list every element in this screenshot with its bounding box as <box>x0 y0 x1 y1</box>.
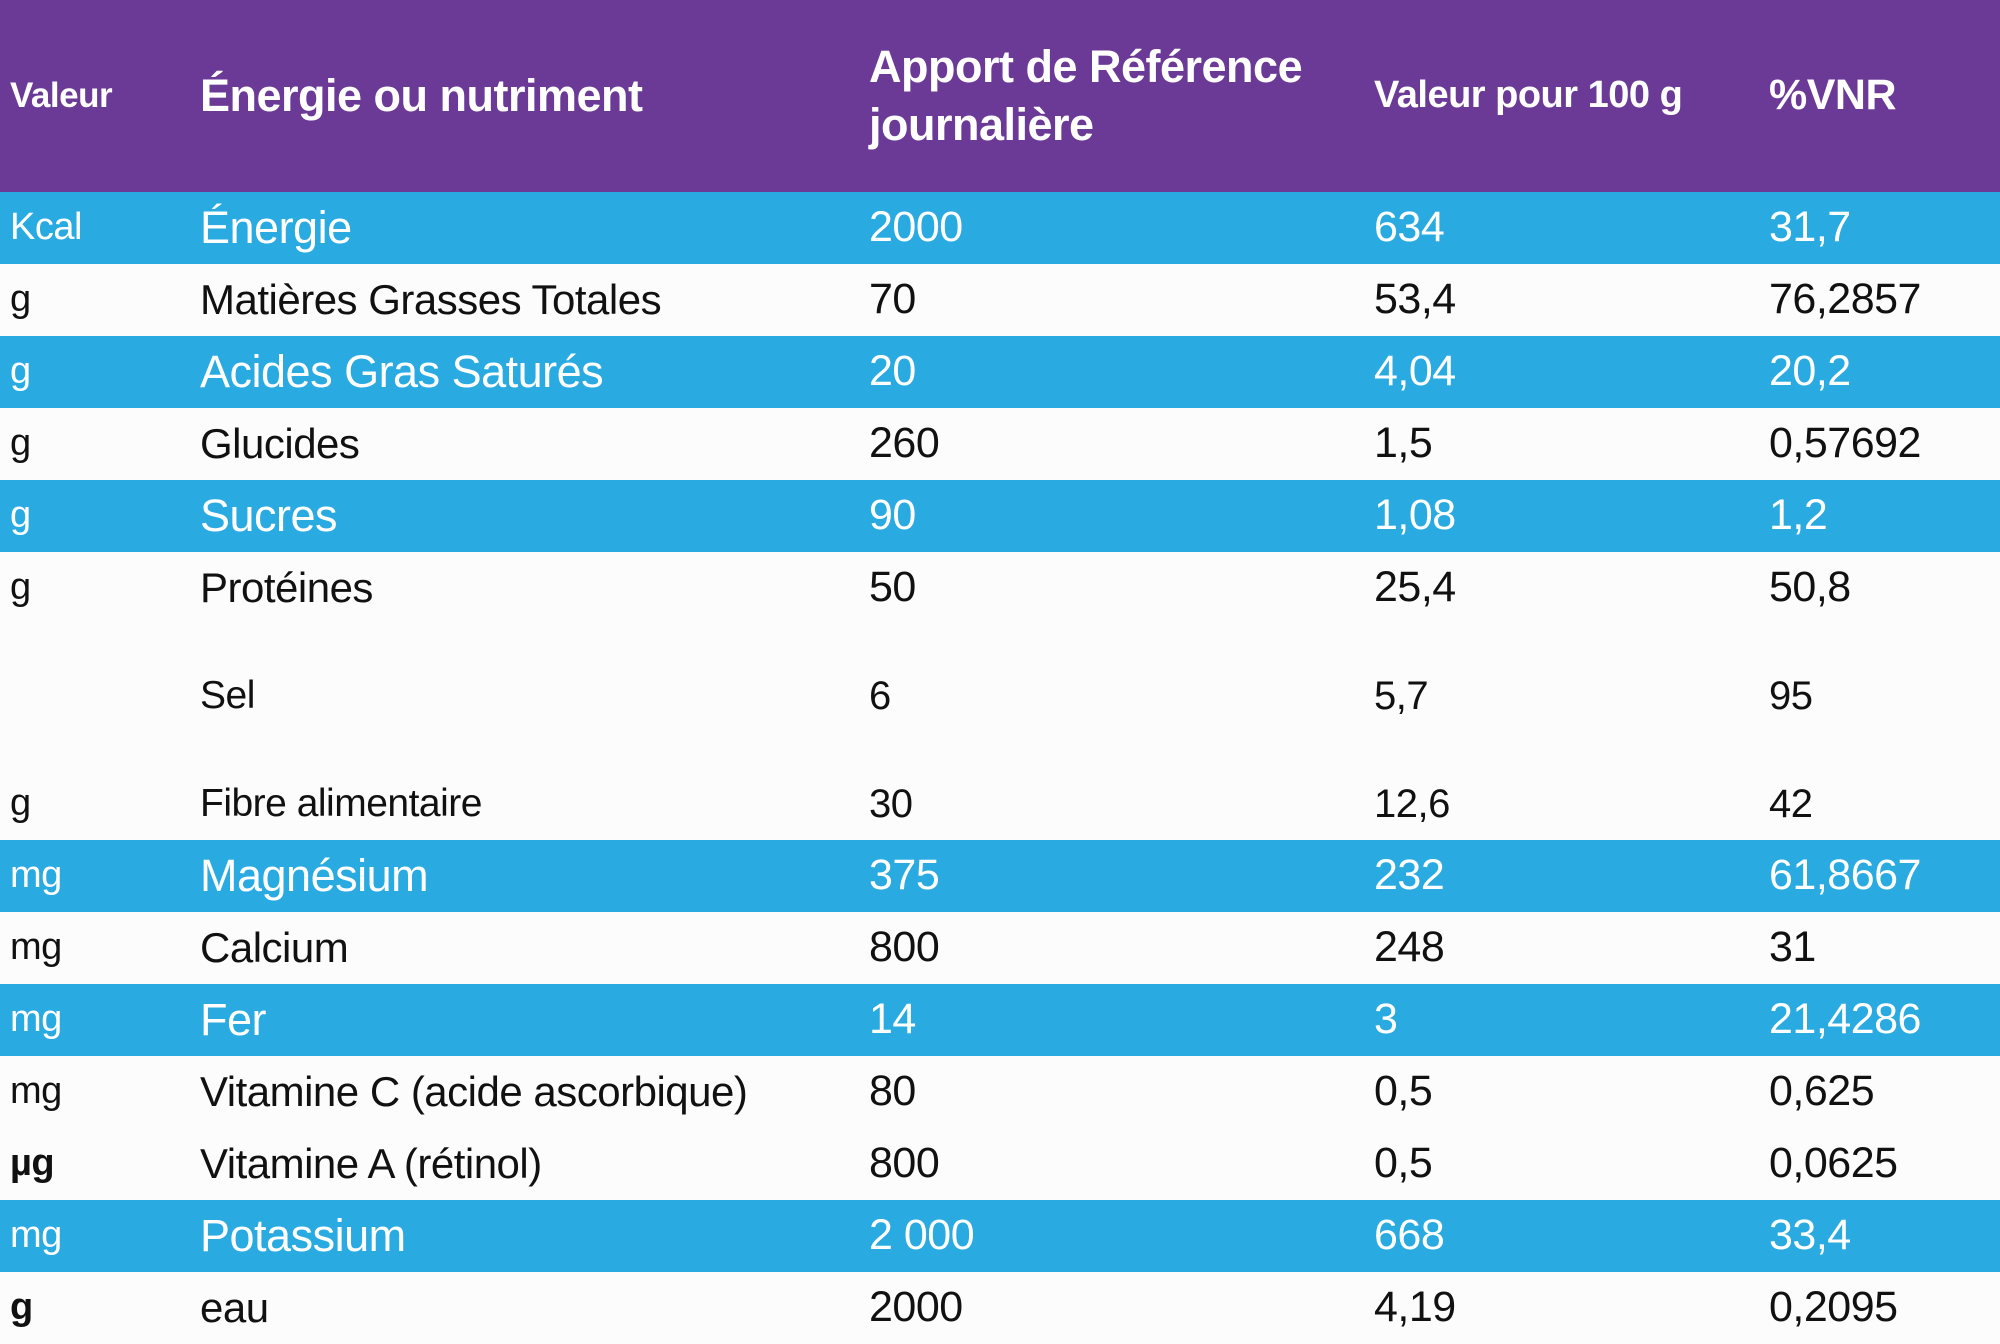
table-row: mg Calcium 800 248 31 <box>0 912 2000 984</box>
per100-cell: 25,4 <box>1374 563 1456 612</box>
per100-cell: 634 <box>1374 203 1445 252</box>
unit-cell: mg <box>10 1070 62 1113</box>
table-row: mg Magnésium 375 232 61,8667 <box>0 840 2000 912</box>
table-row: g Acides Gras Saturés 20 4,04 20,2 <box>0 336 2000 408</box>
reference-cell: 50 <box>869 563 916 612</box>
vnr-cell: 50,8 <box>1769 563 1851 612</box>
vnr-cell: 31,7 <box>1769 203 1851 252</box>
reference-cell: 90 <box>869 491 916 540</box>
table-row: Kcal Énergie 2000 634 31,7 <box>0 192 2000 264</box>
nutrient-cell: Magnésium <box>200 850 429 902</box>
per100-cell: 53,4 <box>1374 275 1456 324</box>
vnr-cell: 0,57692 <box>1769 419 1921 468</box>
unit-cell: g <box>10 782 31 825</box>
table-row: Sel 6 5,7 95 <box>0 624 2000 768</box>
per100-cell: 5,7 <box>1374 674 1429 718</box>
per100-cell: 1,5 <box>1374 419 1433 468</box>
vnr-cell: 1,2 <box>1769 491 1828 540</box>
vnr-cell: 20,2 <box>1769 347 1851 396</box>
vnr-cell: 95 <box>1769 674 1813 718</box>
per100-cell: 12,6 <box>1374 782 1450 826</box>
nutrient-cell: eau <box>200 1283 269 1331</box>
unit-cell: µg <box>10 1142 55 1185</box>
unit-cell: Kcal <box>10 206 82 249</box>
reference-cell: 6 <box>869 674 891 718</box>
reference-cell: 14 <box>869 995 916 1044</box>
vnr-cell: 42 <box>1769 782 1813 826</box>
reference-cell: 20 <box>869 347 916 396</box>
per100-cell: 4,04 <box>1374 347 1456 396</box>
per100-cell: 0,5 <box>1374 1067 1433 1116</box>
unit-cell: mg <box>10 854 62 897</box>
table-row: mg Potassium 2 000 668 33,4 <box>0 1200 2000 1272</box>
table-row: g Glucides 260 1,5 0,57692 <box>0 408 2000 480</box>
header-unit-column: Valeur <box>10 75 113 115</box>
table-row: mg Vitamine C (acide ascorbique) 80 0,5 0,62… <box>0 1056 2000 1128</box>
nutrient-cell: Vitamine C (acide ascorbique) <box>200 1067 748 1115</box>
vnr-cell: 61,8667 <box>1769 851 1921 900</box>
nutrient-cell: Glucides <box>200 419 360 467</box>
table-header-row: Valeur Énergie ou nutriment Apport de Ré… <box>0 0 2000 192</box>
reference-cell: 70 <box>869 275 916 324</box>
table-row: g eau 2000 4,19 0,2095 <box>0 1272 2000 1344</box>
nutrient-cell: Matières Grasses Totales <box>200 275 662 323</box>
unit-cell: g <box>10 422 31 465</box>
table-body: Kcal Énergie 2000 634 31,7 g Matières Grasses … <box>0 192 2000 1344</box>
nutrient-cell: Protéines <box>200 563 373 611</box>
vnr-cell: 21,4286 <box>1769 995 1921 1044</box>
per100-cell: 248 <box>1374 923 1445 972</box>
vnr-cell: 31 <box>1769 923 1816 972</box>
header-nutrient-column: Énergie ou nutriment <box>200 70 643 122</box>
per100-cell: 4,19 <box>1374 1283 1456 1332</box>
reference-cell: 30 <box>869 782 913 826</box>
unit-cell: g <box>10 1286 33 1329</box>
per100-cell: 232 <box>1374 851 1445 900</box>
unit-cell: g <box>10 566 31 609</box>
unit-cell: mg <box>10 1214 62 1257</box>
unit-cell: mg <box>10 998 62 1041</box>
header-vnr-column: %VNR <box>1769 71 1897 120</box>
nutrient-cell: Potassium <box>200 1210 406 1262</box>
per100-cell: 3 <box>1374 995 1398 1044</box>
table-row: g Sucres 90 1,08 1,2 <box>0 480 2000 552</box>
unit-cell: g <box>10 350 31 393</box>
reference-cell: 2000 <box>869 203 963 252</box>
nutrient-cell: Acides Gras Saturés <box>200 346 604 398</box>
reference-cell: 260 <box>869 419 940 468</box>
vnr-cell: 0,0625 <box>1769 1139 1898 1188</box>
nutrient-cell: Calcium <box>200 923 349 971</box>
nutrient-cell: Vitamine A (rétinol) <box>200 1139 542 1187</box>
vnr-cell: 76,2857 <box>1769 275 1921 324</box>
nutrient-cell: Fibre alimentaire <box>200 781 482 825</box>
reference-cell: 2 000 <box>869 1211 975 1260</box>
table-row: g Protéines 50 25,4 50,8 <box>0 552 2000 624</box>
per100-cell: 0,5 <box>1374 1139 1433 1188</box>
unit-cell: g <box>10 494 31 537</box>
unit-cell: mg <box>10 926 62 969</box>
table-row: mg Fer 14 3 21,4286 <box>0 984 2000 1056</box>
reference-cell: 800 <box>869 1139 940 1188</box>
table-row: g Matières Grasses Totales 70 53,4 76,2857 <box>0 264 2000 336</box>
table-row: µg Vitamine A (rétinol) 800 0,5 0,0625 <box>0 1128 2000 1200</box>
nutrient-cell: Sel <box>200 673 255 717</box>
per100-cell: 1,08 <box>1374 491 1456 540</box>
per100-cell: 668 <box>1374 1211 1445 1260</box>
unit-cell: g <box>10 278 31 321</box>
header-per100-column: Valeur pour 100 g <box>1374 74 1683 117</box>
reference-cell: 375 <box>869 851 940 900</box>
vnr-cell: 0,625 <box>1769 1067 1875 1116</box>
vnr-cell: 0,2095 <box>1769 1283 1898 1332</box>
header-reference-column: Apport de Référence journalière <box>869 40 1303 151</box>
table-row: g Fibre alimentaire 30 12,6 42 <box>0 768 2000 840</box>
nutrient-cell: Fer <box>200 994 267 1046</box>
nutrient-cell: Sucres <box>200 490 338 542</box>
reference-cell: 80 <box>869 1067 916 1116</box>
reference-cell: 800 <box>869 923 940 972</box>
reference-cell: 2000 <box>869 1283 963 1332</box>
vnr-cell: 33,4 <box>1769 1211 1851 1260</box>
nutrient-cell: Énergie <box>200 202 352 254</box>
